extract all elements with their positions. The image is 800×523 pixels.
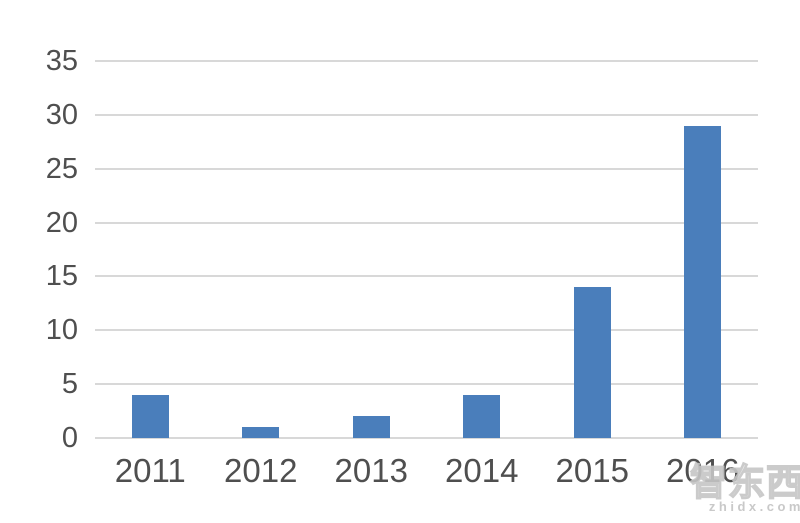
bar-2014 [463,394,501,438]
gridline [95,329,758,332]
y-axis-tick-label: 10 [45,314,78,347]
y-axis-tick-label: 15 [45,260,78,293]
gridline [95,60,758,62]
gridline [95,437,758,439]
y-axis-tick-label: 0 [61,422,78,454]
x-axis-category-label: 2014 [445,452,519,489]
bar-2015 [573,287,611,438]
gridline [95,221,758,224]
gridline [95,275,758,278]
bar-2012 [242,427,280,438]
y-axis-tick-label: 5 [61,368,78,401]
x-axis-category-label: 2015 [555,452,629,489]
gridline [95,113,758,116]
y-axis-tick-label: 25 [45,152,78,185]
bar-2013 [352,416,390,438]
x-axis-category-label: 2013 [334,452,408,489]
y-axis-tick-label: 20 [45,206,78,239]
y-axis-tick-label: 35 [45,45,78,77]
gridline [95,383,758,386]
gridline [95,167,758,170]
x-axis-category-label: 2011 [114,452,186,489]
x-axis-category-label: 2012 [224,452,298,489]
watermark-domain: zhidx.com [708,499,800,514]
y-axis-tick-label: 30 [45,98,78,131]
x-axis-category-label: 2016 [666,452,740,489]
bar-2016 [684,125,722,438]
bar-2011 [131,394,169,438]
